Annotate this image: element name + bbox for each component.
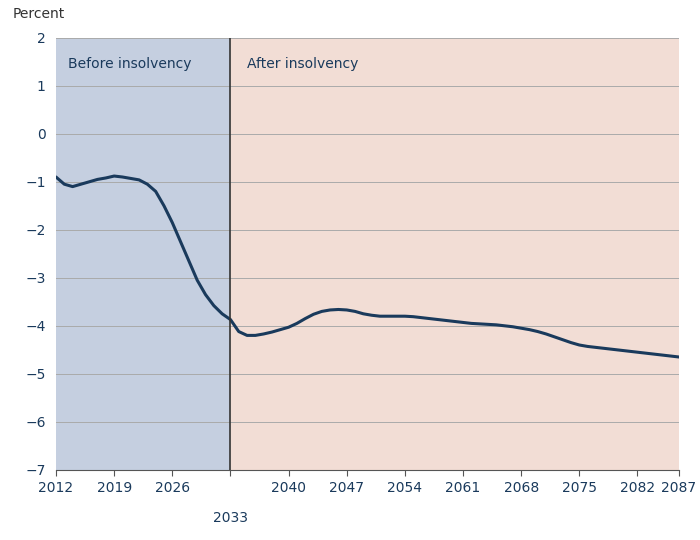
Text: Before insolvency: Before insolvency — [69, 57, 192, 71]
Text: After insolvency: After insolvency — [247, 57, 358, 71]
Text: 2033: 2033 — [213, 511, 248, 525]
Bar — [56, 38, 230, 470]
Text: Percent: Percent — [13, 6, 64, 21]
Bar — [230, 38, 679, 470]
